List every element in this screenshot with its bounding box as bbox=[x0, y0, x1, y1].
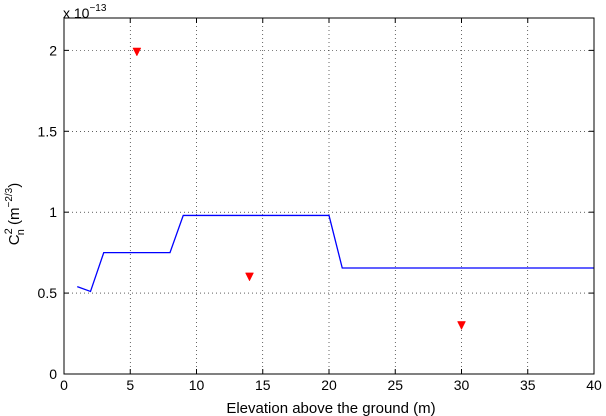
data-point-marker bbox=[132, 47, 142, 57]
y-axis-multiplier-exponent: −13 bbox=[89, 3, 106, 14]
data-point-marker bbox=[245, 272, 254, 282]
y-tick-label: 1.5 bbox=[38, 123, 58, 139]
y-axis-multiplier: x 10−13 bbox=[63, 3, 107, 21]
x-tick-label: 35 bbox=[520, 377, 536, 393]
tick-layer: 0 5 10 15 20 25 30 35 40 0 0.5 1 1.5 2 bbox=[38, 18, 602, 393]
y-tick-label: 0.5 bbox=[38, 285, 58, 301]
y-axis-label-base: C bbox=[6, 234, 23, 245]
grid-layer bbox=[64, 18, 594, 374]
y-axis-multiplier-prefix: x 10 bbox=[63, 5, 90, 21]
y-axis-label-unit-open: (m bbox=[6, 207, 23, 229]
x-tick-label: 5 bbox=[126, 377, 134, 393]
y-axis-label-unit-exp: −2/3 bbox=[4, 187, 15, 207]
x-tick-label: 0 bbox=[60, 377, 68, 393]
series-layer bbox=[77, 47, 594, 331]
x-tick-label: 20 bbox=[321, 377, 337, 393]
x-axis-label: Elevation above the ground (m) bbox=[226, 400, 435, 416]
y-axis-label-sup: 2 bbox=[3, 228, 15, 234]
svg-text:C2n (m−2/3): C2n (m−2/3) bbox=[3, 183, 27, 246]
y-tick-label: 1 bbox=[49, 204, 57, 220]
y-axis-label: C2n (m−2/3) bbox=[3, 183, 27, 246]
y-axis-label-sub: n bbox=[15, 229, 27, 235]
x-tick-label: 10 bbox=[189, 377, 205, 393]
x-tick-label: 30 bbox=[454, 377, 470, 393]
x-tick-label: 15 bbox=[255, 377, 271, 393]
y-tick-label: 0 bbox=[49, 366, 57, 382]
x-tick-label: 25 bbox=[387, 377, 403, 393]
y-tick-label: 2 bbox=[49, 42, 57, 58]
series-line bbox=[77, 214, 594, 293]
y-axis-label-unit-close: ) bbox=[6, 183, 23, 188]
data-point-marker bbox=[457, 321, 466, 331]
x-tick-label: 40 bbox=[586, 377, 602, 393]
plot-frame bbox=[63, 17, 595, 375]
